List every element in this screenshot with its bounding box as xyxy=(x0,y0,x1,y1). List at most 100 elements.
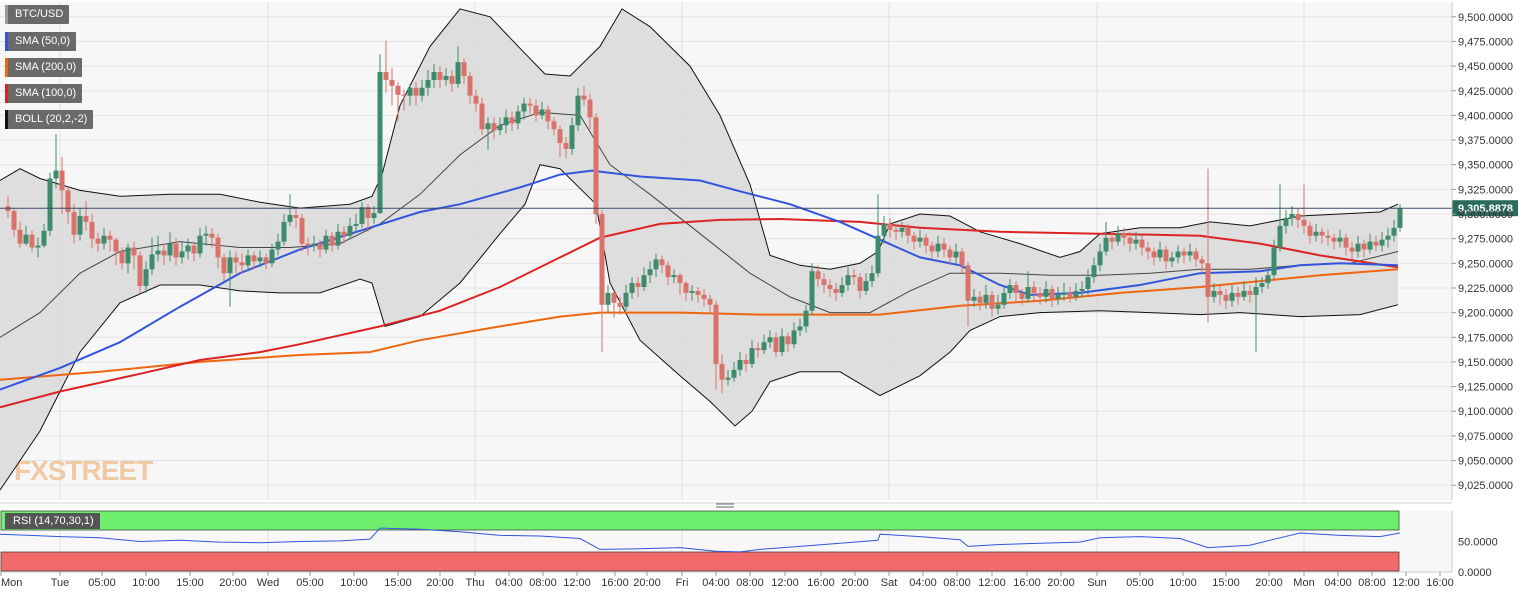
candle-bull[interactable] xyxy=(863,281,869,291)
candle-bear[interactable] xyxy=(827,285,833,289)
candle-bear[interactable] xyxy=(341,231,347,236)
candle-bear[interactable] xyxy=(233,257,239,263)
candle-bull[interactable] xyxy=(1091,265,1097,278)
candle-bull[interactable] xyxy=(875,235,881,274)
candle-bear[interactable] xyxy=(587,99,593,118)
candle-bull[interactable] xyxy=(749,348,755,364)
candle-bull[interactable] xyxy=(1061,292,1067,295)
candle-bear[interactable] xyxy=(1019,292,1025,299)
candle-bear[interactable] xyxy=(665,265,671,278)
candle-bear[interactable] xyxy=(755,348,761,351)
candle-bear[interactable] xyxy=(1109,237,1115,242)
legend-symbol[interactable]: BTC/USD xyxy=(5,5,70,24)
candle-bear[interactable] xyxy=(1235,292,1241,297)
candle-bear[interactable] xyxy=(1013,285,1019,293)
candle-bear[interactable] xyxy=(491,123,497,131)
candle-bull[interactable] xyxy=(281,221,287,242)
candle-bear[interactable] xyxy=(1037,292,1043,297)
candle-bear[interactable] xyxy=(1331,237,1337,242)
candle-bull[interactable] xyxy=(1169,257,1175,262)
legend-sma200[interactable]: SMA (200,0) xyxy=(5,58,83,77)
candle-bear[interactable] xyxy=(29,234,35,248)
candle-bull[interactable] xyxy=(1229,292,1235,301)
candle-bear[interactable] xyxy=(617,302,623,307)
candle-bull[interactable] xyxy=(671,275,677,278)
candle-bull[interactable] xyxy=(767,337,773,343)
candle-bear[interactable] xyxy=(977,296,983,303)
candle-bull[interactable] xyxy=(809,271,815,311)
candle-bear[interactable] xyxy=(191,245,197,254)
candle-bear[interactable] xyxy=(473,95,479,104)
candle-bull[interactable] xyxy=(623,292,629,307)
candle-bull[interactable] xyxy=(1157,249,1163,258)
candle-bull[interactable] xyxy=(425,79,431,88)
candle-bear[interactable] xyxy=(959,251,965,266)
candle-bull[interactable] xyxy=(791,330,797,345)
candle-bear[interactable] xyxy=(1307,225,1313,236)
candle-bull[interactable] xyxy=(1211,290,1217,297)
candle-bull[interactable] xyxy=(1085,277,1091,289)
candle-bull[interactable] xyxy=(779,336,785,353)
candle-bear[interactable] xyxy=(1301,219,1307,226)
candle-bear[interactable] xyxy=(923,237,929,246)
candle-bear[interactable] xyxy=(299,217,305,244)
candle-bull[interactable] xyxy=(1313,231,1319,236)
candle-bull[interactable] xyxy=(419,87,425,96)
candle-bear[interactable] xyxy=(911,235,917,242)
candle-bull[interactable] xyxy=(431,72,437,80)
candle-bear[interactable] xyxy=(119,251,125,264)
candle-bear[interactable] xyxy=(467,75,473,96)
candle-bull[interactable] xyxy=(185,245,191,252)
candle-bear[interactable] xyxy=(401,94,407,96)
candle-bull[interactable] xyxy=(1001,292,1007,305)
candle-bull[interactable] xyxy=(539,109,545,116)
candle-bear[interactable] xyxy=(989,294,995,309)
candle-bear[interactable] xyxy=(59,170,65,191)
candle-bear[interactable] xyxy=(221,257,227,274)
candle-bull[interactable] xyxy=(503,117,509,126)
candle-bear[interactable] xyxy=(251,255,257,262)
candle-bull[interactable] xyxy=(1241,290,1247,297)
candle-bear[interactable] xyxy=(1163,249,1169,262)
candle-bull[interactable] xyxy=(227,257,233,274)
candle-bull[interactable] xyxy=(737,359,743,370)
candle-bear[interactable] xyxy=(65,190,71,213)
candle-bear[interactable] xyxy=(17,229,23,244)
candle-bull[interactable] xyxy=(1337,237,1343,242)
candle-bull[interactable] xyxy=(269,249,275,264)
candle-bull[interactable] xyxy=(203,233,209,236)
candle-bull[interactable] xyxy=(77,215,83,235)
candle-bear[interactable] xyxy=(1121,233,1127,238)
candle-bull[interactable] xyxy=(455,62,461,84)
legend-rsi[interactable]: RSI (14,70,30,1) xyxy=(5,513,100,529)
candle-bull[interactable] xyxy=(35,245,41,248)
candle-bear[interactable] xyxy=(683,283,689,293)
candle-bear[interactable] xyxy=(461,62,467,76)
candle-bull[interactable] xyxy=(1097,251,1103,266)
candle-bear[interactable] xyxy=(1217,290,1223,295)
candle-bull[interactable] xyxy=(1133,239,1139,244)
candle-bull[interactable] xyxy=(41,230,47,246)
candle-bear[interactable] xyxy=(815,271,821,280)
candle-bull[interactable] xyxy=(257,257,263,262)
candle-bear[interactable] xyxy=(1325,235,1331,238)
candle-bull[interactable] xyxy=(371,213,377,218)
candle-bull[interactable] xyxy=(653,259,659,270)
candle-bear[interactable] xyxy=(659,259,665,266)
candle-bull[interactable] xyxy=(641,275,647,287)
candle-bear[interactable] xyxy=(1295,214,1301,220)
candle-bear[interactable] xyxy=(1223,294,1229,301)
candle-bear[interactable] xyxy=(1127,237,1133,244)
candle-bear[interactable] xyxy=(545,109,551,122)
candle-bull[interactable] xyxy=(23,234,29,244)
candle-bear[interactable] xyxy=(413,87,419,96)
candle-bear[interactable] xyxy=(785,336,791,345)
candle-bear[interactable] xyxy=(593,117,599,215)
candle-bull[interactable] xyxy=(47,178,53,231)
candle-bear[interactable] xyxy=(263,257,269,264)
candle-bull[interactable] xyxy=(1355,243,1361,252)
candle-bear[interactable] xyxy=(1349,247,1355,252)
candle-bear[interactable] xyxy=(1031,286,1037,293)
candle-bear[interactable] xyxy=(107,235,113,240)
candle-bull[interactable] xyxy=(1055,294,1061,299)
